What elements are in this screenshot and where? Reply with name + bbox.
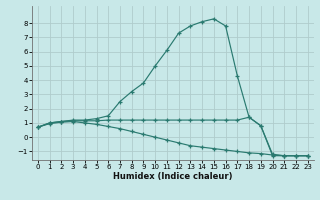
X-axis label: Humidex (Indice chaleur): Humidex (Indice chaleur) bbox=[113, 172, 233, 181]
